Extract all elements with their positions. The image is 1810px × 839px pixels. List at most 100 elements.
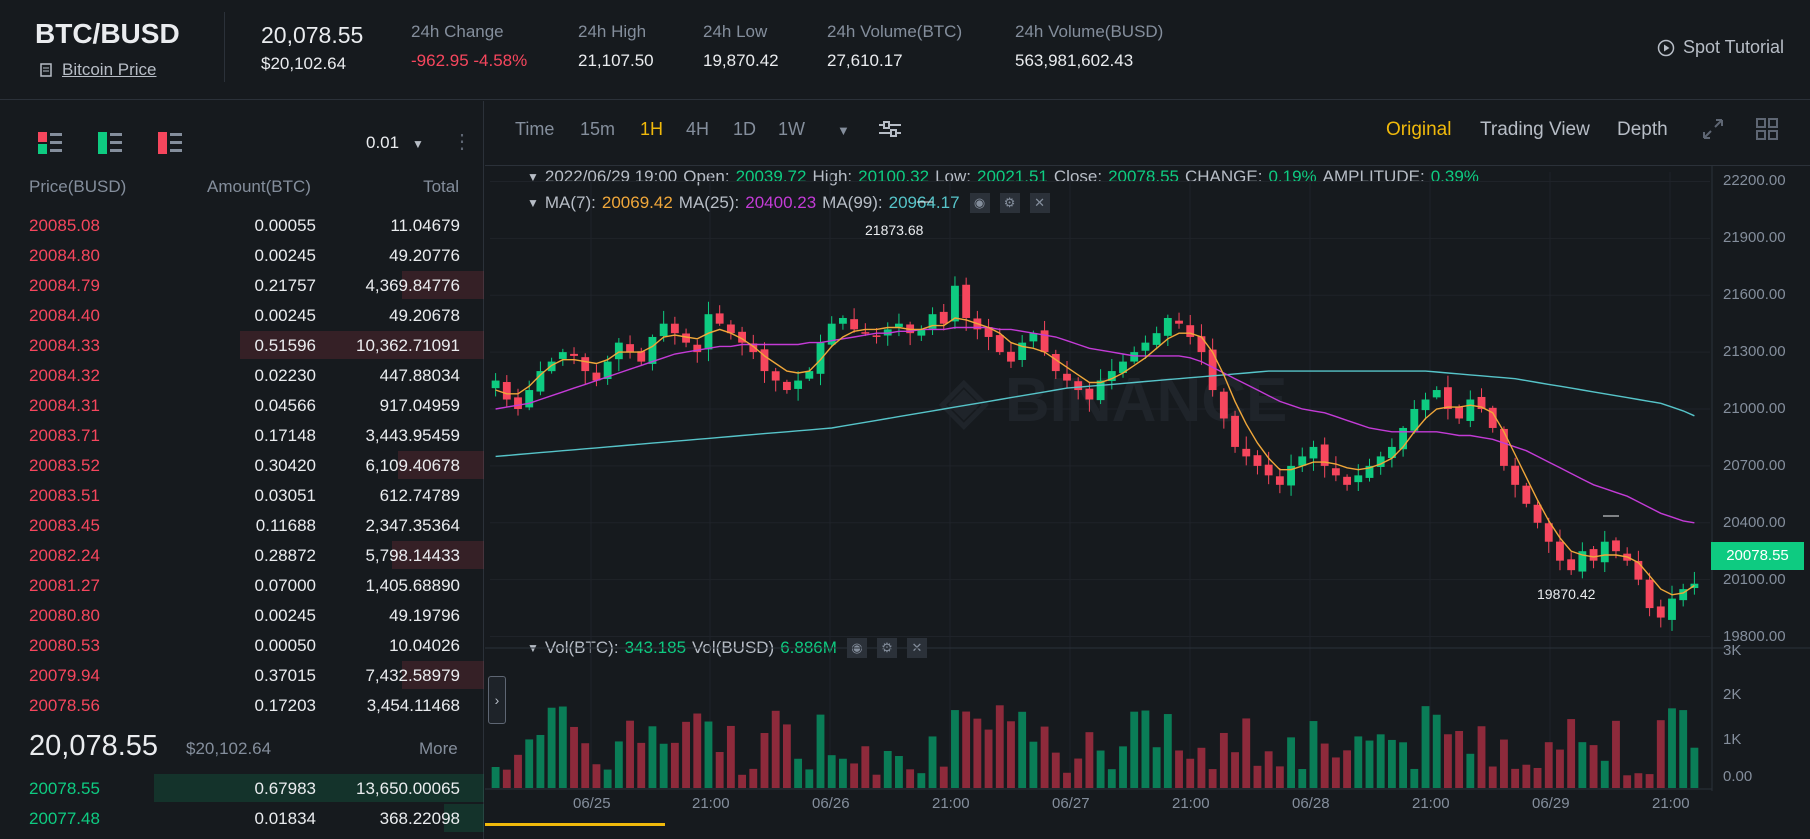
volume-bar [614,741,623,788]
ask-row[interactable]: 20084.31 0.04566 917.04959 [0,391,484,421]
volume-bar [1533,767,1542,788]
volume-bar [648,726,657,788]
close-icon[interactable]: ✕ [1029,193,1050,213]
candle-body [514,397,522,409]
timeframe-dropdown-icon[interactable]: ▼ [837,123,850,138]
candle-body [984,327,993,337]
ask-row[interactable]: 20083.45 0.11688 2,347.35364 [0,511,484,541]
amount-cell: 0.17203 [254,696,316,715]
volume-bar [715,752,724,788]
price-chart[interactable]: ◈ BINANCE [485,101,1810,839]
view-trading-view[interactable]: Trading View [1480,119,1590,140]
volume-bar [1175,750,1183,788]
candle-body [1500,428,1508,466]
collapse-panel-button[interactable]: › [488,676,506,724]
orderbook-more-link[interactable]: More [419,739,458,758]
timeframe-15m[interactable]: 15m [580,119,616,139]
timeframe-time[interactable]: Time [515,119,555,139]
volume-bar [1287,737,1295,788]
candle-body [1096,380,1105,401]
candle-body [1387,446,1396,459]
fullscreen-button[interactable] [1701,117,1725,146]
tick-size-select[interactable]: 0.01 [366,133,400,152]
ask-row[interactable]: 20082.24 0.28872 5,798.14433 [0,541,484,571]
ask-row[interactable]: 20084.33 0.51596 10,362.71091 [0,331,484,361]
timeframe-1d[interactable]: 1D [733,119,757,139]
timeframe-1w[interactable]: 1W [778,119,805,139]
volume-bar [1668,708,1676,788]
caret-down-icon[interactable]: ▼ [412,137,424,151]
coin-price-link[interactable]: Bitcoin Price [40,60,156,80]
volume-bar [951,710,959,788]
ask-row[interactable]: 20083.71 0.17148 3,443.95459 [0,421,484,451]
orderbook-asks-view-button[interactable] [156,129,184,157]
volume-bar [1275,766,1284,788]
view-original[interactable]: Original [1386,119,1452,140]
stat-value: 563,981,602.43 [1015,51,1134,70]
candle-body [1522,485,1531,504]
total-cell: 917.04959 [379,396,460,415]
volume-bar [1264,751,1273,788]
view-depth[interactable]: Depth [1617,119,1668,140]
candle-body [872,335,881,337]
volume-bar [1141,710,1150,788]
total-cell: 4,369.84776 [365,276,460,295]
ask-row[interactable]: 20081.27 0.07000 1,405.68890 [0,571,484,601]
timeframe-1h[interactable]: 1H [640,119,664,139]
gear-icon[interactable]: ⚙ [999,193,1020,213]
price-cell: 20084.80 [29,246,100,265]
volume-bar [1567,719,1576,788]
timeframe-4h[interactable]: 4H [686,119,710,139]
ask-row[interactable]: 20084.40 0.00245 49.20678 [0,301,484,331]
volume-bar [1623,775,1632,788]
ask-row[interactable]: 20084.79 0.21757 4,369.84776 [0,271,484,301]
y-axis-tick-label: 21300.00 [1723,343,1786,361]
ask-row[interactable]: 20079.94 0.37015 7,432.58979 [0,661,484,691]
indicator-settings-button[interactable] [877,117,903,146]
candle-body [1287,465,1295,486]
candle-body [1544,523,1553,542]
orderbook-bids-view-button[interactable] [96,129,124,157]
stat-value: 21,107.50 [578,51,654,70]
volume-bar [1656,720,1665,788]
collapse-caret-icon[interactable]: ▼ [527,170,539,184]
candle-body [1074,381,1083,391]
more-options-icon[interactable]: ⋮ [452,131,472,153]
ask-row[interactable]: 20084.32 0.02230 447.88034 [0,361,484,391]
price-cell: 20084.79 [29,276,100,295]
candle-body [1343,476,1352,485]
ask-row[interactable]: 20085.08 0.00055 11.04679 [0,211,484,241]
bid-row[interactable]: 20077.48 0.01834 368.22098 [0,804,484,834]
ma25-label: MA(25): [678,193,740,212]
amount-cell: 0.02230 [254,366,316,385]
volume-bar [1477,726,1486,788]
volume-bar [1544,742,1553,788]
candle-body [1488,407,1497,428]
candle-body [895,323,903,327]
ask-row[interactable]: 20084.80 0.00245 49.20776 [0,241,484,271]
x-axis-tick-label: 06/26 [812,795,850,812]
volume-bar [1242,718,1251,788]
amount-cell: 0.28872 [254,546,316,565]
volume-bar [1690,747,1699,788]
volume-bar [895,756,903,788]
last-price-usd: $20,102.64 [261,54,347,73]
ask-row[interactable]: 20083.51 0.03051 612.74789 [0,481,484,511]
spot-tutorial-link[interactable]: Spot Tutorial [1657,37,1784,58]
orderbook-both-view-button[interactable] [36,129,64,157]
candle-body [1679,589,1688,601]
ask-row[interactable]: 20083.52 0.30420 6,109.40678 [0,451,484,481]
amount-cell: 0.17148 [254,426,316,445]
ask-row[interactable]: 20078.56 0.17203 3,454.11468 [0,691,484,721]
amount-cell: 0.67983 [254,779,316,798]
candle-body [536,371,545,392]
candle-body [592,372,601,381]
bid-row[interactable]: 20078.55 0.67983 13,650.00065 [0,774,484,804]
collapse-caret-icon[interactable]: ▼ [527,196,539,210]
ask-row[interactable]: 20080.53 0.00050 10.04026 [0,631,484,661]
layout-grid-button[interactable] [1755,117,1779,146]
candle-body [1040,330,1049,353]
ask-row[interactable]: 20080.80 0.00245 49.19796 [0,601,484,631]
eye-icon[interactable]: ◉ [969,193,990,213]
order-book: 0.01 ▼ ⋮ Price(BUSD) Amount(BTC) Total 2… [0,101,484,839]
